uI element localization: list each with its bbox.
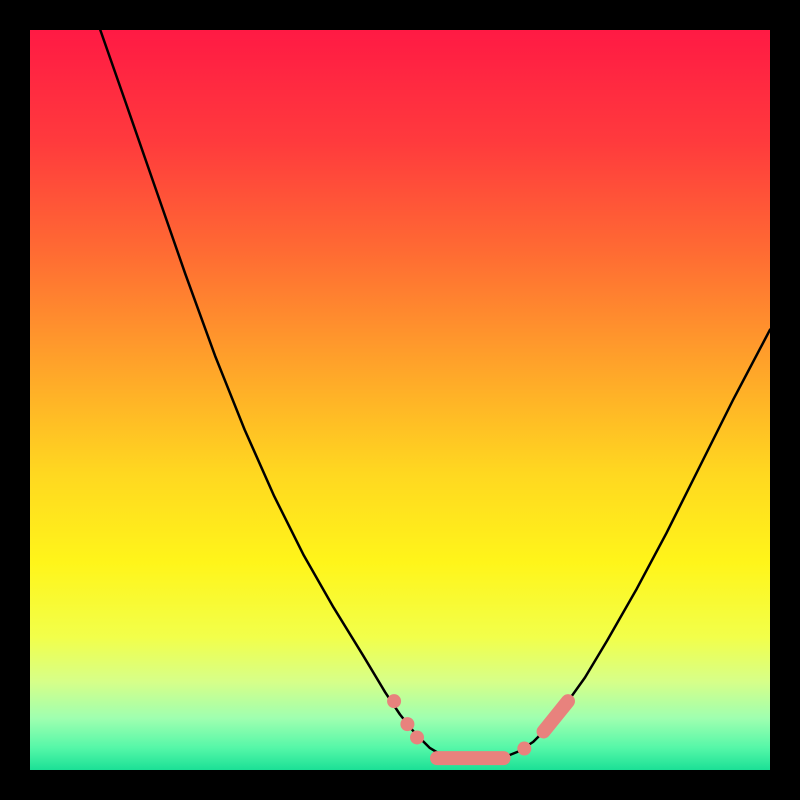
bottleneck-chart [0, 0, 800, 800]
marker-dot [400, 717, 414, 731]
plot-background [30, 30, 770, 770]
marker-dot [410, 730, 424, 744]
marker-dot [517, 742, 531, 756]
marker-dot [387, 694, 401, 708]
stage: TheBottleneck.com [0, 0, 800, 800]
